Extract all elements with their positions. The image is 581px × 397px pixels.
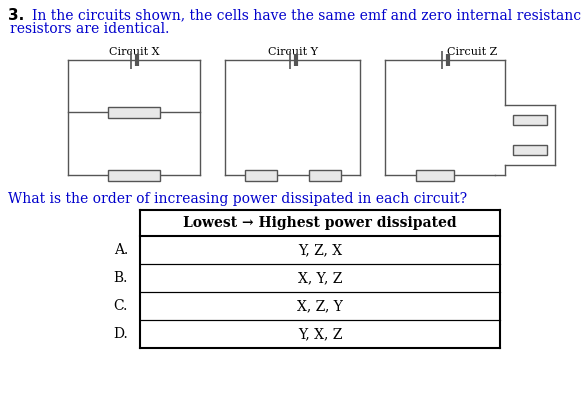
Bar: [513, 145, 547, 155]
Text: What is the order of increasing power dissipated in each circuit?: What is the order of increasing power di…: [8, 192, 467, 206]
Text: X, Y, Z: X, Y, Z: [298, 271, 342, 285]
Text: Y, Z, X: Y, Z, X: [298, 243, 342, 257]
Text: Circuit X: Circuit X: [109, 47, 159, 57]
Text: Lowest → Highest power dissipated: Lowest → Highest power dissipated: [183, 216, 457, 230]
Bar: [108, 106, 160, 118]
Text: Circuit Y: Circuit Y: [267, 47, 317, 57]
Bar: [309, 170, 340, 181]
Text: In the circuits shown, the cells have the same emf and zero internal resistance.: In the circuits shown, the cells have th…: [32, 8, 581, 22]
Text: X, Z, Y: X, Z, Y: [297, 299, 343, 313]
Text: C.: C.: [114, 299, 128, 313]
Bar: [108, 170, 160, 181]
Bar: [245, 170, 277, 181]
Text: Y, X, Z: Y, X, Z: [298, 327, 342, 341]
Text: Circuit Z: Circuit Z: [447, 47, 497, 57]
Text: resistors are identical.: resistors are identical.: [10, 22, 170, 36]
Text: A.: A.: [114, 243, 128, 257]
Text: 3.: 3.: [8, 8, 24, 23]
Text: D.: D.: [113, 327, 128, 341]
Bar: [513, 115, 547, 125]
Bar: [416, 170, 454, 181]
Text: B.: B.: [114, 271, 128, 285]
